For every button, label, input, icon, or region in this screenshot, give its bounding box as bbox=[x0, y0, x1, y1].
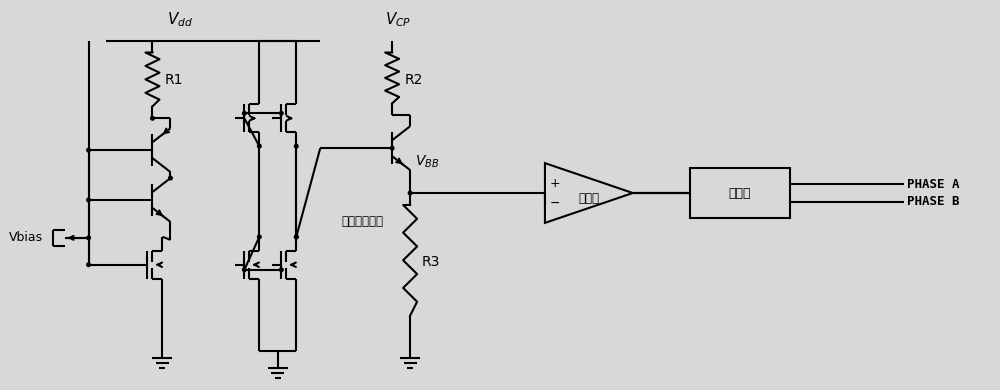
Circle shape bbox=[87, 198, 90, 202]
Text: 比较器: 比较器 bbox=[578, 193, 599, 206]
Text: +: + bbox=[550, 177, 560, 190]
Text: $V_{CP}$: $V_{CP}$ bbox=[385, 10, 411, 28]
Text: R2: R2 bbox=[404, 73, 423, 87]
Circle shape bbox=[151, 117, 154, 120]
Text: R3: R3 bbox=[422, 255, 440, 269]
Circle shape bbox=[280, 268, 283, 271]
Text: 振荡器: 振荡器 bbox=[728, 186, 751, 200]
Circle shape bbox=[87, 263, 90, 266]
Circle shape bbox=[258, 144, 261, 148]
Circle shape bbox=[390, 146, 394, 150]
Circle shape bbox=[294, 235, 298, 239]
Circle shape bbox=[243, 112, 246, 115]
Circle shape bbox=[258, 235, 261, 239]
Text: 带隙基准电压: 带隙基准电压 bbox=[341, 215, 383, 228]
Text: R1: R1 bbox=[164, 73, 183, 87]
Circle shape bbox=[280, 112, 283, 115]
Text: Vbias: Vbias bbox=[9, 231, 43, 245]
Text: PHASE B: PHASE B bbox=[907, 195, 960, 209]
Circle shape bbox=[294, 144, 298, 148]
Circle shape bbox=[87, 236, 90, 239]
Bar bbox=[690, 168, 790, 218]
Circle shape bbox=[243, 268, 246, 271]
Text: PHASE A: PHASE A bbox=[907, 177, 960, 191]
Circle shape bbox=[87, 148, 90, 152]
Circle shape bbox=[408, 191, 412, 195]
Text: −: − bbox=[550, 197, 560, 209]
Circle shape bbox=[169, 176, 172, 180]
Text: $V_{dd}$: $V_{dd}$ bbox=[167, 10, 193, 28]
Circle shape bbox=[294, 235, 298, 239]
Text: $V_{BB}$: $V_{BB}$ bbox=[415, 154, 439, 170]
